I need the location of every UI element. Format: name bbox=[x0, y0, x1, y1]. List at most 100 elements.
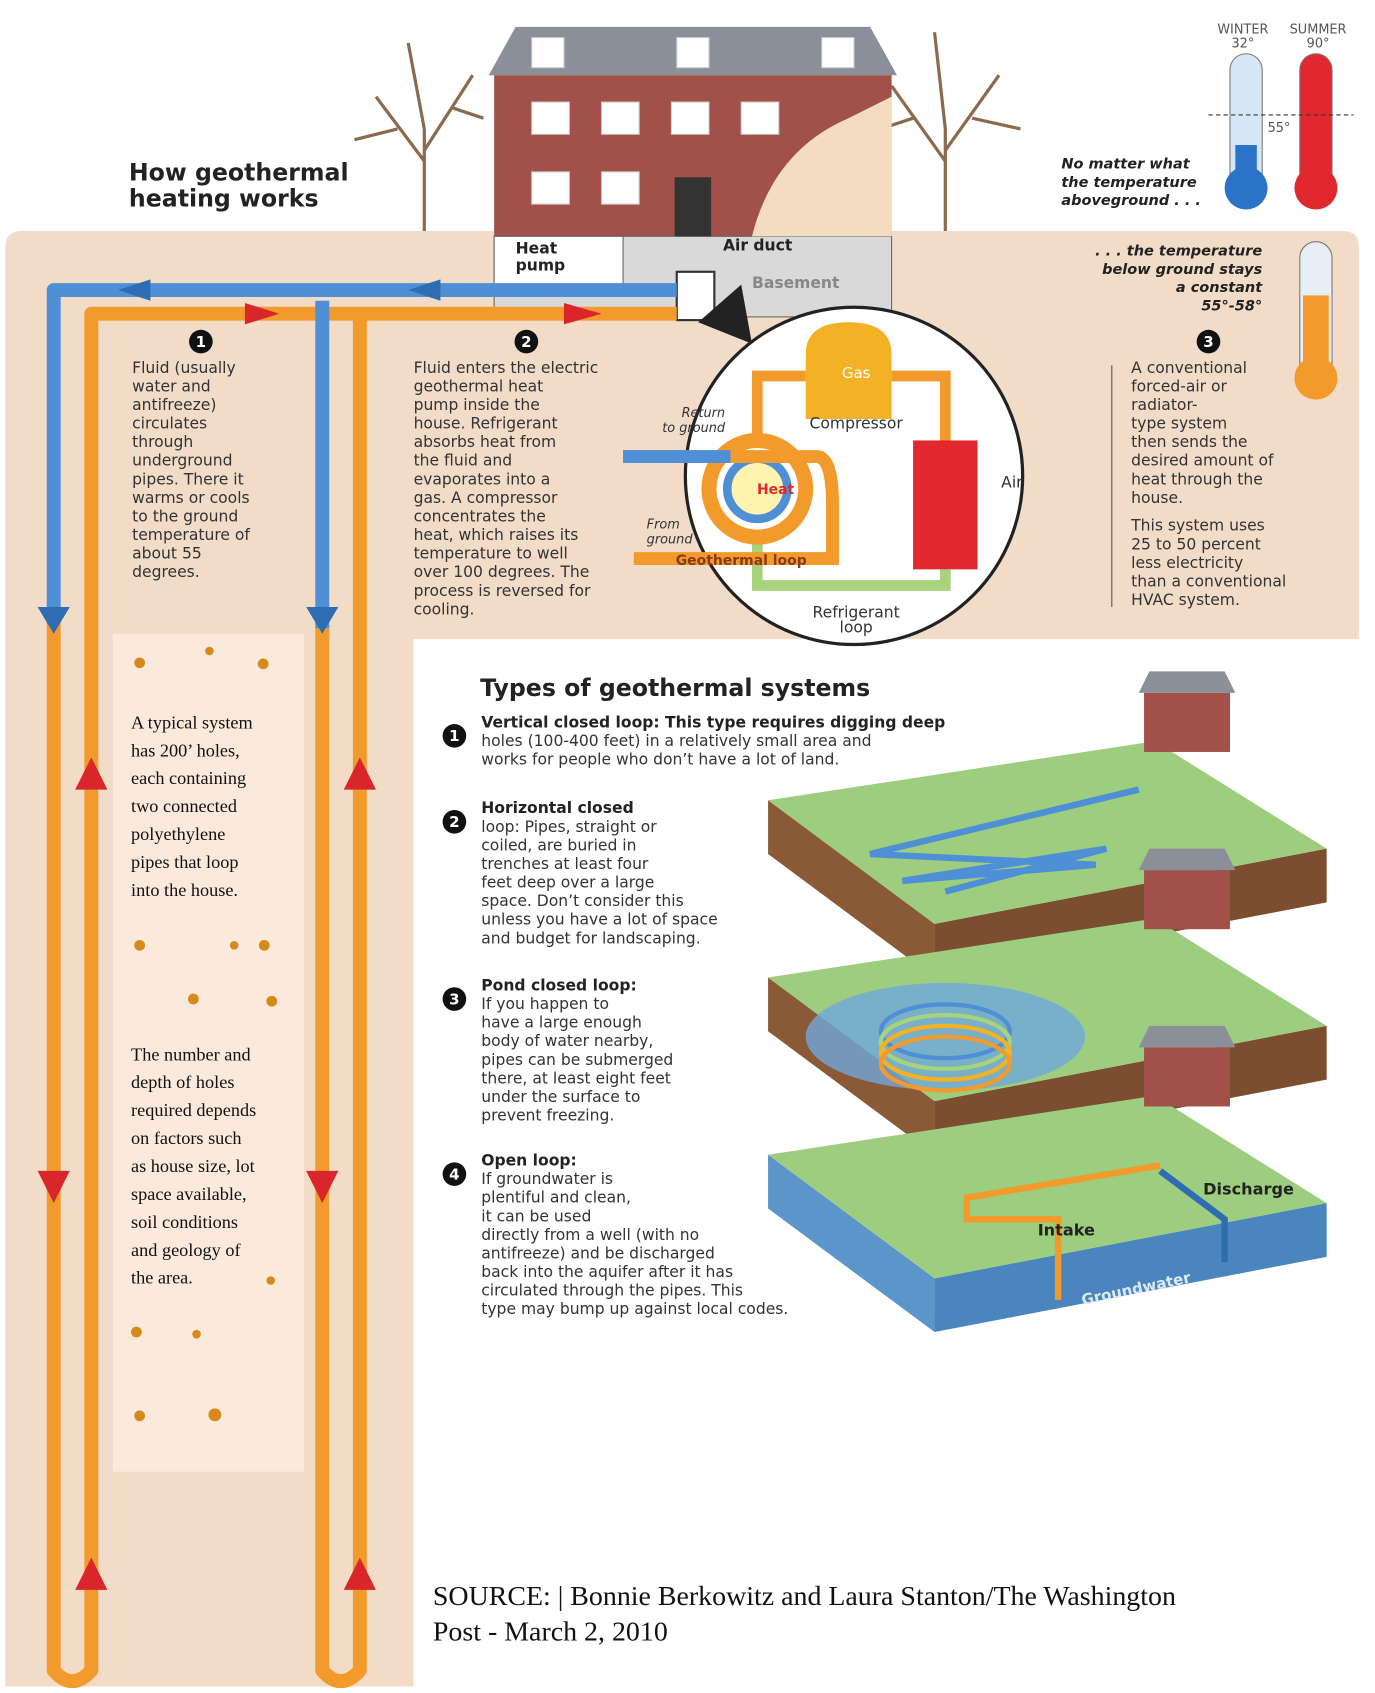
type-text: Horizontal closed bbox=[481, 799, 633, 817]
winter-temp: 32° bbox=[1231, 36, 1254, 51]
gas-label: Gas bbox=[842, 364, 871, 382]
step-2-text: gas. A compressor bbox=[414, 489, 558, 507]
number-label: 3 bbox=[1203, 333, 1213, 351]
side-text: The number and bbox=[131, 1044, 251, 1064]
type-text: feet deep over a large bbox=[481, 874, 654, 892]
number-label: 2 bbox=[449, 813, 459, 831]
roof-icon bbox=[1139, 849, 1236, 870]
from-label: From bbox=[647, 518, 680, 533]
step-3-extra: 25 to 50 percent bbox=[1131, 535, 1261, 553]
below-note: 55°-58° bbox=[1201, 298, 1262, 314]
side-text: on factors such bbox=[131, 1128, 241, 1148]
step-2-text: the fluid and bbox=[414, 452, 513, 470]
type-text: antifreeze) and be discharged bbox=[481, 1244, 715, 1262]
type-text: trenches at least four bbox=[481, 855, 649, 873]
title: heating works bbox=[129, 184, 319, 212]
heat-label: Heat bbox=[757, 482, 795, 498]
above-note: No matter what bbox=[1061, 157, 1190, 173]
below-note: below ground stays bbox=[1102, 262, 1263, 278]
source-text: SOURCE: | Bonnie Berkowitz and Laura Sta… bbox=[433, 1581, 1176, 1612]
step-2-text: over 100 degrees. The bbox=[414, 563, 590, 581]
step-1-text: antifreeze) bbox=[132, 396, 216, 414]
step-3-text: type system bbox=[1131, 415, 1227, 433]
type-text: Open loop: bbox=[481, 1152, 577, 1170]
summer-label: SUMMER bbox=[1290, 22, 1347, 37]
step-1-text: underground bbox=[132, 452, 232, 470]
step-2-text: pump inside the bbox=[414, 396, 540, 414]
discharge-label: Discharge bbox=[1203, 1180, 1294, 1199]
side-text: polyethylene bbox=[131, 824, 225, 844]
step-3-text: desired amount of bbox=[1131, 452, 1274, 470]
number-label: 2 bbox=[521, 333, 531, 351]
type-text: holes (100-400 feet) in a relatively sma… bbox=[481, 732, 871, 750]
type-text: plentiful and clean, bbox=[481, 1189, 631, 1207]
step-1-text: degrees. bbox=[132, 563, 200, 581]
step-1-text: to the ground bbox=[132, 507, 238, 525]
type-text: circulated through the pipes. This bbox=[481, 1282, 743, 1300]
type-text: pipes can be submerged bbox=[481, 1051, 673, 1069]
step-2-text: Fluid enters the electric bbox=[414, 359, 599, 377]
middle-temp: 55° bbox=[1268, 121, 1291, 136]
side-text: each containing bbox=[131, 768, 246, 788]
side-text: A typical system bbox=[131, 712, 253, 732]
summer-temp: 90° bbox=[1307, 36, 1330, 51]
step-3-extra: This system uses bbox=[1130, 517, 1265, 535]
type-text: If groundwater is bbox=[481, 1170, 613, 1188]
above-note: aboveground . . . bbox=[1061, 193, 1201, 209]
step-3-text: house. bbox=[1131, 489, 1183, 507]
heat-pump-label: pump bbox=[516, 257, 566, 275]
house-icon bbox=[1144, 870, 1230, 929]
house-icon bbox=[1144, 693, 1230, 752]
heat-pump-label: Heat bbox=[516, 240, 558, 258]
side-text: two connected bbox=[131, 796, 237, 816]
type-text: under the surface to bbox=[481, 1088, 640, 1106]
type-text: unless you have a lot of space bbox=[481, 911, 717, 929]
compressor-label: Compressor bbox=[810, 415, 904, 433]
step-2-text: process is reversed for bbox=[414, 582, 591, 600]
step-1-text: through bbox=[132, 433, 193, 451]
step-1-text: pipes. There it bbox=[132, 470, 244, 488]
type-text: it can be used bbox=[481, 1207, 591, 1225]
step-1-text: warms or cools bbox=[132, 489, 250, 507]
side-text: soil conditions bbox=[131, 1212, 238, 1232]
infographic: How geothermalheating works WINTER32° SUMM… bbox=[0, 0, 1375, 1693]
step-2-text: evaporates into a bbox=[414, 470, 551, 488]
side-text: depth of holes bbox=[131, 1072, 234, 1092]
step-1-text: about 55 bbox=[132, 545, 202, 563]
step-2-text: cooling. bbox=[414, 600, 475, 618]
page: How geothermalheating works WINTER32° SUMM… bbox=[0, 0, 1375, 1693]
roof-icon bbox=[1139, 671, 1236, 692]
air-duct-label: Air duct bbox=[723, 236, 793, 254]
above-note: the temperature bbox=[1061, 175, 1197, 191]
step-3-text: heat through the bbox=[1131, 470, 1263, 488]
step-3-extra: HVAC system. bbox=[1131, 591, 1240, 609]
type-text: directly from a well (with no bbox=[481, 1226, 699, 1244]
winter-label: WINTER bbox=[1217, 22, 1268, 37]
type-text: have a large enough bbox=[481, 1014, 642, 1032]
type-text: space. Don’t consider this bbox=[481, 892, 683, 910]
step-2-text: concentrates the bbox=[414, 507, 546, 525]
return-label: Return bbox=[682, 406, 726, 421]
side-text: the area. bbox=[131, 1268, 193, 1288]
step-3-text: then sends the bbox=[1131, 433, 1247, 451]
type-text: coiled, are buried in bbox=[481, 836, 636, 854]
type-text: prevent freezing. bbox=[481, 1107, 614, 1125]
side-text: has 200’ holes, bbox=[131, 740, 240, 760]
step-3-text: radiator- bbox=[1131, 396, 1197, 414]
source-text: Post - March 2, 2010 bbox=[433, 1616, 668, 1647]
step-2-text: absorbs heat from bbox=[414, 433, 557, 451]
step-1-text: Fluid (usually bbox=[132, 359, 236, 377]
type-text: there, at least eight feet bbox=[481, 1069, 671, 1087]
type-text: Pond closed loop: bbox=[481, 976, 636, 994]
intake-label: Intake bbox=[1038, 1220, 1095, 1239]
side-text: into the house. bbox=[131, 880, 238, 900]
types-title: Types of geothermal systems bbox=[480, 674, 870, 702]
air-label: Air bbox=[1001, 474, 1023, 492]
step-1-text: temperature of bbox=[132, 526, 250, 544]
title: How geothermal bbox=[129, 158, 349, 186]
step-2-text: house. Refrigerant bbox=[414, 415, 558, 433]
number-label: 1 bbox=[449, 727, 459, 745]
step-2-text: heat, which raises its bbox=[414, 526, 579, 544]
refrigerant-label: loop bbox=[840, 619, 873, 637]
basement-label: Basement bbox=[752, 274, 840, 292]
